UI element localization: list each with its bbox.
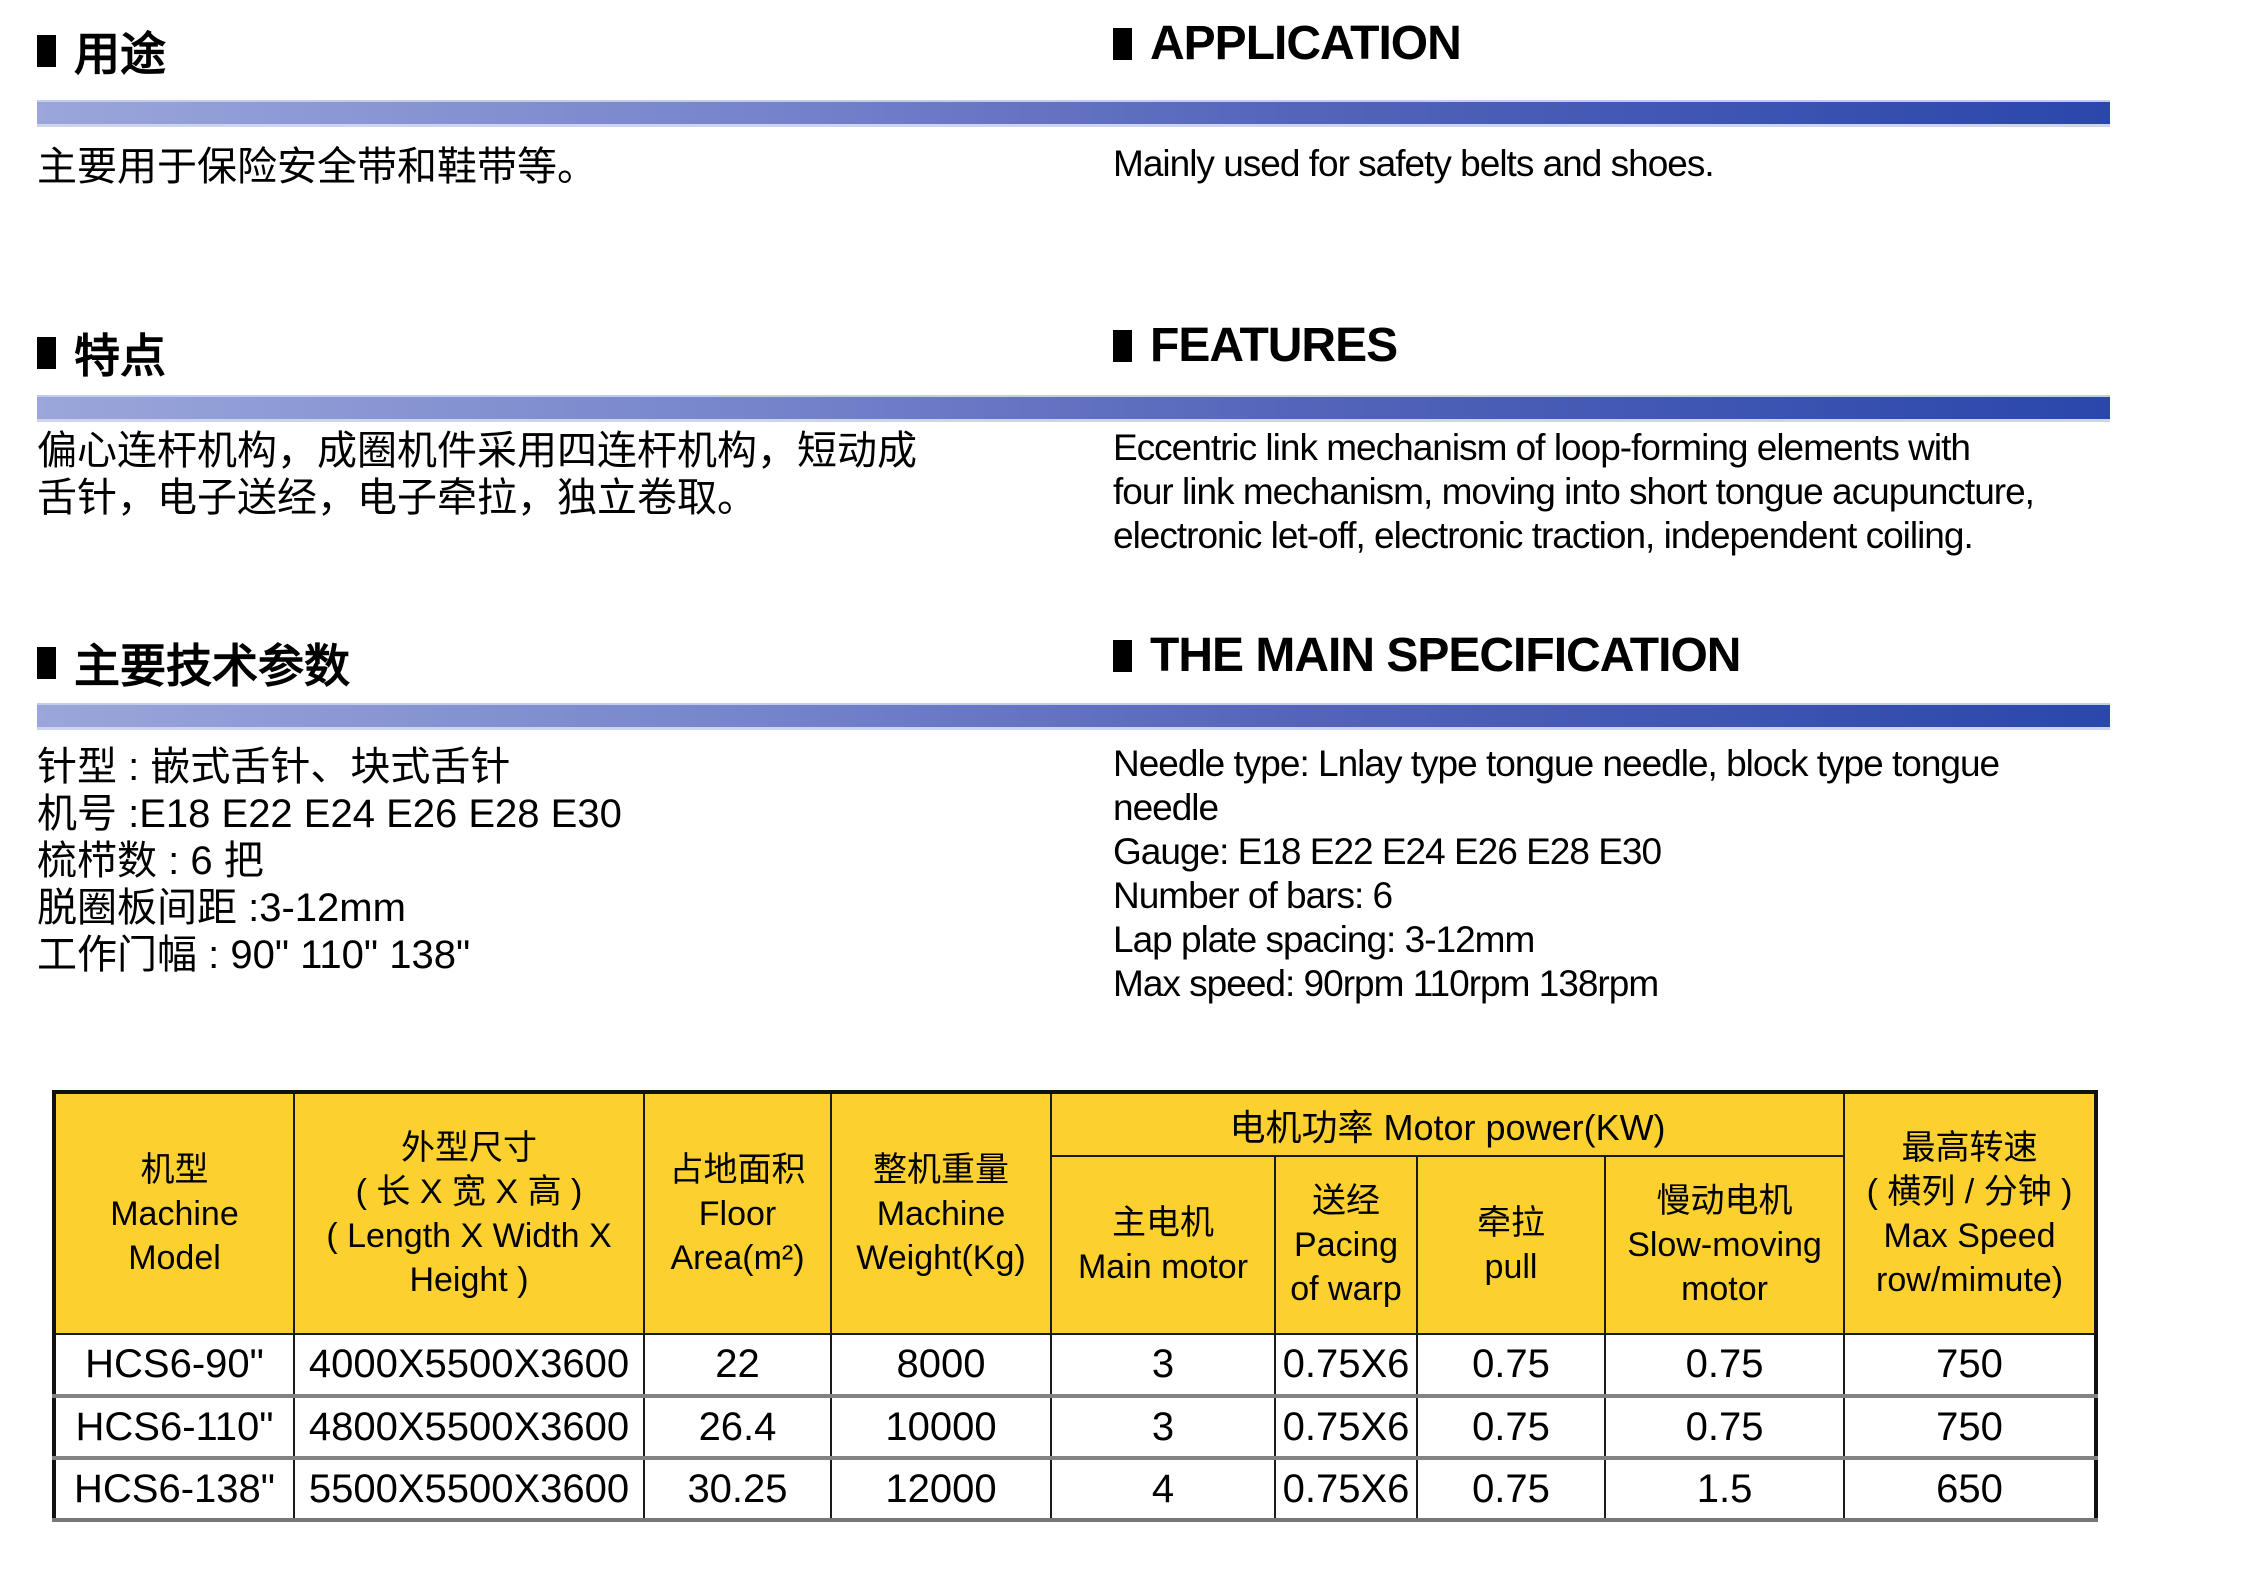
- table-cell: 0.75: [1603, 1333, 1846, 1397]
- table-cell: 10000: [830, 1394, 1052, 1459]
- col-header-pacing-of-warp: 送经 Pacing of warp: [1274, 1155, 1418, 1335]
- square-bullet-icon: [37, 647, 56, 679]
- table-cell: 0.75: [1416, 1456, 1606, 1521]
- section-body-zh: 主要用于保险安全带和鞋带等。: [37, 145, 597, 189]
- table-cell: 3: [1050, 1394, 1276, 1459]
- section-title-text: 用途: [74, 28, 166, 80]
- section-body-en: Eccentric link mechanism of loop-forming…: [1113, 427, 2035, 556]
- section-body-zh: 偏心连杆机构，成圈机件采用四连杆机构，短动成 舌针，电子送经，电子牵拉，独立卷取…: [37, 429, 917, 520]
- table-cell: 0.75X6: [1274, 1333, 1418, 1397]
- col-header-max-speed: 最高转速 ( 横列 / 分钟 ) Max Speed row/mimute): [1843, 1091, 2098, 1335]
- square-bullet-icon: [37, 337, 56, 369]
- section-divider-bar: [37, 703, 2110, 730]
- col-header-machine-weight: 整机重量 Machine Weight(Kg): [830, 1091, 1052, 1335]
- table-cell: 0.75X6: [1274, 1456, 1418, 1521]
- section-divider-bar: [37, 100, 2110, 127]
- square-bullet-icon: [1113, 27, 1132, 60]
- square-bullet-icon: [37, 35, 56, 67]
- table-cell: 4000X5500X3600: [293, 1333, 645, 1397]
- table-cell: HCS6-138": [53, 1456, 295, 1521]
- section-title-text: 主要技术参数: [74, 640, 350, 692]
- section-body-zh: 针型 : 嵌式舌针、块式舌针 机号 :E18 E22 E24 E26 E28 E…: [37, 745, 622, 977]
- table-cell: 30.25: [643, 1456, 832, 1521]
- table-cell: HCS6-90": [53, 1333, 295, 1397]
- table-cell: 1.5: [1603, 1456, 1846, 1521]
- table-cell: 0.75: [1603, 1394, 1846, 1459]
- table-cell: 650: [1843, 1456, 2098, 1521]
- section-title-text: THE MAIN SPECIFICATION: [1150, 629, 1741, 682]
- table-cell: 22: [643, 1333, 832, 1397]
- table-cell: 750: [1843, 1333, 2098, 1397]
- col-header-main-motor: 主电机 Main motor: [1050, 1155, 1276, 1335]
- section-body-en: Mainly used for safety belts and shoes.: [1113, 143, 1715, 184]
- square-bullet-icon: [1113, 329, 1132, 362]
- table-cell: 0.75: [1416, 1333, 1606, 1397]
- col-header-dimensions: 外型尺寸 ( 长 X 宽 X 高 ) ( Length X Width X He…: [293, 1091, 645, 1335]
- table-cell: HCS6-110": [53, 1394, 295, 1459]
- section-title-zh-application: 用途: [37, 18, 166, 84]
- col-group-motor-power: 电机功率 Motor power(KW): [1049, 1091, 1846, 1157]
- table-cell: 0.75X6: [1274, 1394, 1418, 1459]
- table-cell: 3: [1050, 1333, 1276, 1397]
- section-title-en-main-specification: THE MAIN SPECIFICATION: [1113, 628, 1741, 683]
- table-cell: 4: [1050, 1456, 1276, 1521]
- table-cell: 750: [1843, 1394, 2098, 1459]
- table-cell: 0.75: [1416, 1394, 1606, 1459]
- section-title-zh-main-specification: 主要技术参数: [37, 630, 350, 696]
- section-title-text: APPLICATION: [1150, 17, 1462, 70]
- section-divider-bar: [37, 395, 2110, 422]
- table-row: HCS6-138" 5500X5500X3600 30.25 12000 4 0…: [53, 1456, 2098, 1521]
- spec-table: 机型 Machine Model 外型尺寸 ( 长 X 宽 X 高 ) ( Le…: [52, 1090, 2099, 1522]
- col-header-pull: 牵拉 pull: [1416, 1155, 1606, 1335]
- col-header-slow-moving-motor: 慢动电机 Slow-moving motor: [1603, 1155, 1846, 1335]
- table-cell: 4800X5500X3600: [293, 1394, 645, 1459]
- section-title-text: 特点: [74, 330, 166, 382]
- section-title-zh-features: 特点: [37, 320, 166, 386]
- table-cell: 5500X5500X3600: [293, 1456, 645, 1521]
- section-body-en: Needle type: Lnlay type tongue needle, b…: [1113, 743, 2000, 1004]
- section-title-en-features: FEATURES: [1113, 318, 1398, 373]
- col-header-floor-area: 占地面积 Floor Area(m²): [643, 1091, 832, 1335]
- section-title-en-application: APPLICATION: [1113, 16, 1462, 71]
- table-row: HCS6-110" 4800X5500X3600 26.4 10000 3 0.…: [53, 1394, 2098, 1459]
- section-title-text: FEATURES: [1150, 319, 1398, 372]
- square-bullet-icon: [1113, 639, 1132, 672]
- table-cell: 12000: [830, 1456, 1052, 1521]
- col-header-machine-model: 机型 Machine Model: [53, 1091, 295, 1335]
- table-row: HCS6-90" 4000X5500X3600 22 8000 3 0.75X6…: [53, 1333, 2098, 1397]
- table-cell: 26.4: [643, 1394, 832, 1459]
- table-cell: 8000: [830, 1333, 1052, 1397]
